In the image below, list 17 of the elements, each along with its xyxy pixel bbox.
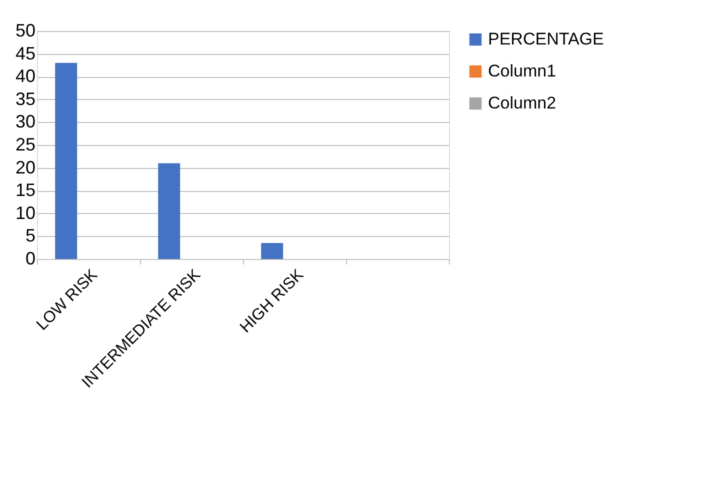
y-tick-label: 50 — [15, 20, 36, 40]
y-tick-label: 20 — [15, 157, 36, 178]
y-tick-label: 0 — [25, 248, 36, 268]
bar — [261, 243, 284, 259]
legend-label: Column1 — [488, 62, 556, 80]
y-tick-label: 15 — [15, 180, 36, 200]
y-tick-label: 35 — [15, 88, 36, 109]
y-tick-label: 45 — [15, 43, 36, 64]
bar — [55, 62, 78, 259]
y-tick-label: 25 — [15, 134, 36, 154]
bar — [158, 163, 180, 259]
legend-label: PERCENTAGE — [488, 30, 604, 48]
legend-label: Column2 — [488, 94, 556, 112]
y-tick-label: 30 — [15, 112, 36, 132]
y-tick-label: 40 — [15, 66, 36, 86]
y-tick-label: 5 — [25, 226, 36, 246]
y-tick-label: 10 — [15, 202, 36, 223]
